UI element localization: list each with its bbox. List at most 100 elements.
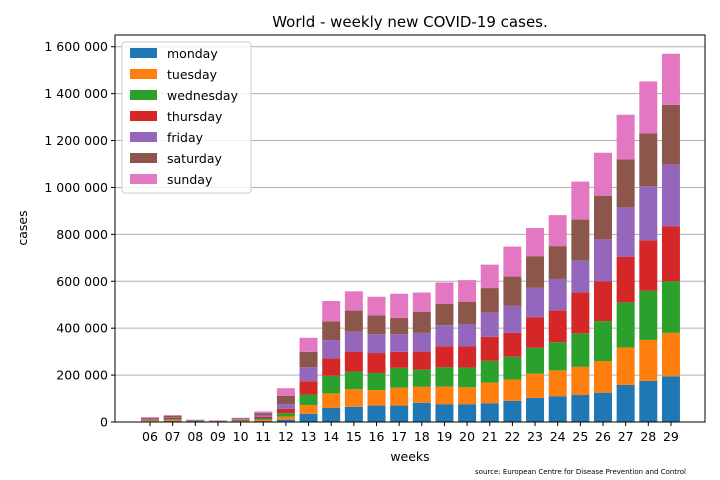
bar-segment-sunday [503,246,522,277]
bar-segment-sunday [616,114,635,160]
bar-segment-saturday [594,195,612,240]
bar-segment-sunday [458,280,477,302]
x-tick-label: 21 [482,429,498,444]
bar-segment-tuesday [276,416,295,420]
legend-swatch-monday [130,48,157,58]
x-tick-label: 24 [550,429,566,444]
bar-segment-monday [480,403,499,422]
plot-frame [114,34,706,423]
x-tick-label: 18 [414,429,430,444]
bar-segment-thursday [661,226,680,282]
bar-segment-tuesday [322,393,341,408]
bar-segment-saturday [390,317,409,335]
bar-segment-monday [299,413,318,422]
bar-segment-thursday [616,256,635,303]
bar-segment-friday [367,334,386,354]
bar-segment-saturday [141,417,159,419]
bar-segment-tuesday [594,361,612,393]
bar-segment-sunday [367,296,386,316]
y-tick-label: 200 000 [56,368,108,383]
bar-segment-tuesday [435,386,454,405]
bar-segment-sunday [526,228,545,257]
bar-segment-sunday [571,181,590,220]
bar-segment-friday [435,325,454,347]
legend-label-tuesday: tuesday [167,67,218,82]
y-tick-label: 1 600 000 [44,39,108,54]
x-axis-label: weeks [390,449,429,464]
legend-label-thursday: thursday [167,109,223,124]
bar-segment-wednesday [412,369,431,387]
legend-swatch-saturday [130,153,157,163]
bar-segment-saturday [639,133,658,187]
x-tick-label: 26 [595,429,611,444]
bar-segment-thursday [458,346,477,368]
bar-segment-sunday [254,411,273,414]
bar-segment-friday [163,417,182,419]
x-tick-label: 11 [255,429,271,444]
bar-segment-tuesday [639,339,658,381]
bar-segment-thursday [299,381,318,395]
y-tick-label: 1 400 000 [44,86,108,101]
bar-segment-sunday [661,53,680,105]
x-tick-label: 29 [663,429,679,444]
bar-segment-friday [390,334,409,352]
x-tick-label: 20 [459,429,475,444]
bar-segment-friday [480,312,499,337]
bar-segment-saturday [526,256,545,288]
legend-swatch-sunday [130,174,157,184]
x-tick-label: 06 [142,429,158,444]
x-tick-label: 13 [301,429,317,444]
bar-segment-monday [435,404,454,422]
bar-segment-thursday [594,281,612,322]
bar-segment-thursday [435,346,454,368]
bar-segment-saturday [163,415,182,418]
bar-segment-friday [458,323,477,347]
bar-segment-monday [639,380,658,422]
bar-segment-tuesday [141,420,159,422]
bar-segment-monday [503,400,522,422]
bar-segment-sunday [344,291,363,311]
bar-segment-saturday [661,104,680,165]
bar-segment-saturday [367,315,386,335]
bar-segment-saturday [412,311,431,333]
bar-segment-sunday [639,81,658,134]
bar-segment-wednesday [141,419,159,421]
x-tick-label: 19 [436,429,452,444]
bar-segment-wednesday [344,371,363,390]
source-note: source: European Centre for Disease Prev… [475,468,686,476]
bar-segment-saturday [435,304,454,326]
bar-segment-saturday [571,219,590,261]
bar-segment-wednesday [435,367,454,387]
bar-segment-monday [594,392,612,422]
bar-segment-thursday [254,416,273,419]
legend-label-friday: friday [167,130,204,145]
bar-segment-thursday [163,418,182,420]
bar-segment-monday [367,405,386,422]
bar-segment-sunday [435,282,454,305]
bar-segment-thursday [412,351,431,370]
x-tick-label: 14 [323,429,339,444]
bar-segment-friday [548,278,567,311]
bar-segment-saturday [322,321,341,341]
bar-segment-saturday [458,301,477,324]
bar-segment-tuesday [254,419,273,422]
bar-segment-tuesday [163,420,182,422]
y-tick-label: 800 000 [56,227,108,242]
bar-segment-sunday [480,264,499,289]
legend-label-monday: monday [167,46,218,61]
legend-label-sunday: sunday [167,172,213,187]
y-tick-label: 1 000 000 [44,180,108,195]
bar-segment-wednesday [571,333,590,367]
bar-segment-thursday [480,336,499,361]
bar-segment-friday [141,418,159,420]
bar-segment-saturday [254,413,273,415]
bar-segment-sunday [322,300,341,322]
bar-segment-sunday [412,292,431,312]
bar-segment-monday [616,384,635,422]
bar-segment-wednesday [299,394,318,406]
bar-segment-monday [276,419,295,422]
bar-segment-thursday [548,310,567,343]
bar-segment-wednesday [163,419,182,421]
bar-segment-tuesday [390,387,409,406]
bar-segment-friday [571,260,590,293]
